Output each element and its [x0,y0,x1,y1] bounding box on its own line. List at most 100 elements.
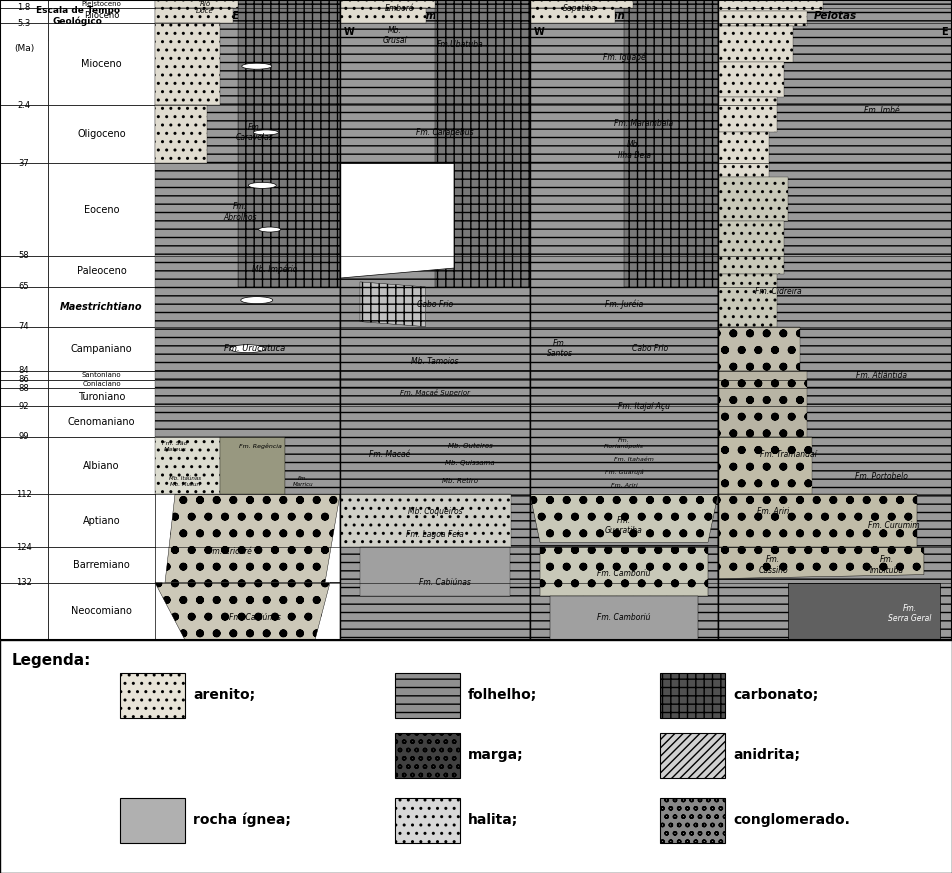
Text: 92: 92 [19,402,30,410]
Text: Mucuri - Espírito Santo: Mucuri - Espírito Santo [181,10,314,21]
Text: Fm.
Serra Geral: Fm. Serra Geral [888,604,932,623]
Text: 1.8: 1.8 [17,3,30,12]
Bar [340,0,530,640]
Text: E: E [707,27,714,37]
Text: Fm. Carapebus: Fm. Carapebus [416,128,474,137]
Bar [0,287,48,327]
Text: Maestrichtiano: Maestrichtiano [60,302,143,312]
Bar [0,0,48,8]
Text: W: W [722,27,733,37]
Text: Aptiano: Aptiano [83,516,120,526]
Bar [0,8,48,24]
Text: 74: 74 [19,322,30,331]
Text: Mb. Quissama: Mb. Quissama [446,460,495,466]
Bar [0,24,48,105]
Text: Paleoceno: Paleoceno [76,266,127,277]
Polygon shape [718,547,924,579]
Bar [48,105,155,163]
Text: E: E [520,27,526,37]
Bar [48,371,155,380]
Polygon shape [360,282,426,327]
Text: Mb. Coqueiros: Mb. Coqueiros [407,507,463,517]
Text: 84: 84 [19,367,30,375]
Bar [0,582,48,640]
Text: Legenda:: Legenda: [12,652,91,668]
Text: Albiano: Albiano [83,461,120,471]
Bar [0,494,48,547]
Ellipse shape [241,297,273,304]
Text: 86: 86 [19,375,30,384]
Polygon shape [530,494,718,542]
Text: marga;: marga; [468,748,524,762]
Text: Fm. Macaé Superior: Fm. Macaé Superior [400,389,470,396]
Text: Santos: Santos [604,11,645,21]
Bar [155,0,340,40]
Text: Fm.
Rio
Doce: Fm. Rio Doce [196,0,214,15]
Bar [660,798,725,842]
Text: Cabo Frio: Cabo Frio [632,344,668,354]
Text: Fm. Cricaré: Fm. Cricaré [208,547,252,556]
Text: Mb. Tamoios: Mb. Tamoios [411,357,459,367]
Text: 132: 132 [16,578,32,588]
Text: arenito;: arenito; [193,688,255,702]
Ellipse shape [230,345,265,353]
Bar [0,547,48,582]
Bar [718,133,769,176]
Text: Fm. Camboriú: Fm. Camboriú [597,614,651,622]
Bar [395,672,460,718]
Text: 5.3: 5.3 [17,19,30,28]
Text: Fm.
Caravelas: Fm. Caravelas [236,123,274,142]
Text: W: W [159,27,169,37]
Text: Barremiano: Barremiano [73,560,129,570]
Text: Fm.
Guaratiba: Fm. Guaratiba [605,516,643,535]
Text: Oligoceno: Oligoceno [77,129,126,139]
Ellipse shape [248,182,276,189]
Polygon shape [340,163,454,278]
Bar [48,494,155,547]
Bar [340,0,530,40]
Text: Fm. Camboriú: Fm. Camboriú [597,569,651,578]
Polygon shape [788,582,941,640]
Bar [550,596,698,640]
Bar [530,0,718,640]
Text: Mb. Outeiros: Mb. Outeiros [447,443,492,449]
Text: conglomerado.: conglomerado. [733,813,850,827]
Text: 99: 99 [19,432,30,442]
Text: Coniaciano: Coniaciano [82,381,121,387]
Bar [718,371,807,437]
Text: Fm. Marambaia: Fm. Marambaia [614,119,674,128]
Bar [155,105,207,163]
Bar [718,437,812,494]
Text: Fm. Atlântida: Fm. Atlântida [856,371,907,380]
Polygon shape [155,582,340,640]
Text: anidrita;: anidrita; [733,748,800,762]
Bar [540,547,708,596]
Text: Escala de Tempo
Geológico: Escala de Tempo Geológico [35,5,120,26]
Text: rocha ígnea;: rocha ígnea; [193,813,291,828]
Bar [718,327,800,371]
Text: Santoniano: Santoniano [82,372,121,378]
Text: Fm. Iguapé: Fm. Iguapé [603,52,645,62]
Text: halita;: halita; [468,813,518,827]
Text: Fm. Itahaém: Fm. Itahaém [614,457,654,462]
Bar [48,327,155,371]
Bar [48,582,155,640]
Text: Mb. Império: Mb. Império [252,265,298,274]
Text: W: W [534,27,545,37]
Bar [718,0,823,11]
Bar [718,176,788,221]
Bar [718,0,952,40]
Bar [0,388,48,406]
Bar [0,371,48,380]
Bar [120,672,185,718]
Bar [340,0,435,8]
Text: 2.4: 2.4 [17,100,30,109]
Text: Mioceno: Mioceno [81,59,122,69]
Ellipse shape [253,130,279,135]
Text: Turoniano: Turoniano [78,392,125,402]
Text: Mb.
Ilha Bela: Mb. Ilha Bela [618,141,650,160]
Bar [0,437,48,494]
Bar [48,256,155,287]
Text: Fm. Ariri: Fm. Ariri [610,483,638,488]
Text: Fm.Ubatuba: Fm.Ubatuba [437,39,484,49]
